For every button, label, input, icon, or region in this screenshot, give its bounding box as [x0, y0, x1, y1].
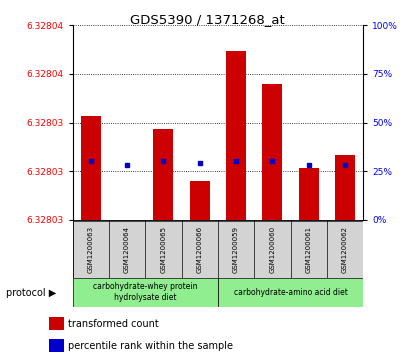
Bar: [190, 181, 210, 220]
Text: GSM1200064: GSM1200064: [124, 226, 130, 273]
Bar: [49, 317, 64, 330]
Text: GSM1200061: GSM1200061: [306, 226, 312, 273]
Text: GSM1200062: GSM1200062: [342, 226, 348, 273]
Bar: [226, 51, 246, 220]
Text: carbohydrate-whey protein
hydrolysate diet: carbohydrate-whey protein hydrolysate di…: [93, 282, 198, 302]
Bar: [49, 339, 64, 352]
Text: GSM1200066: GSM1200066: [197, 226, 203, 273]
Text: GSM1200063: GSM1200063: [88, 226, 94, 273]
Bar: [81, 116, 101, 220]
Text: percentile rank within the sample: percentile rank within the sample: [68, 341, 233, 351]
Text: GSM1200065: GSM1200065: [161, 226, 166, 273]
Bar: [154, 129, 173, 220]
FancyBboxPatch shape: [73, 278, 218, 307]
Text: GSM1200060: GSM1200060: [269, 226, 275, 273]
Text: protocol ▶: protocol ▶: [6, 288, 56, 298]
Text: GSM1200059: GSM1200059: [233, 226, 239, 273]
Text: transformed count: transformed count: [68, 318, 159, 329]
Bar: [262, 83, 282, 220]
Bar: [299, 168, 319, 220]
FancyBboxPatch shape: [218, 278, 363, 307]
Text: GDS5390 / 1371268_at: GDS5390 / 1371268_at: [130, 13, 285, 26]
Bar: [335, 155, 355, 220]
FancyBboxPatch shape: [73, 221, 363, 278]
Text: carbohydrate-amino acid diet: carbohydrate-amino acid diet: [234, 288, 347, 297]
